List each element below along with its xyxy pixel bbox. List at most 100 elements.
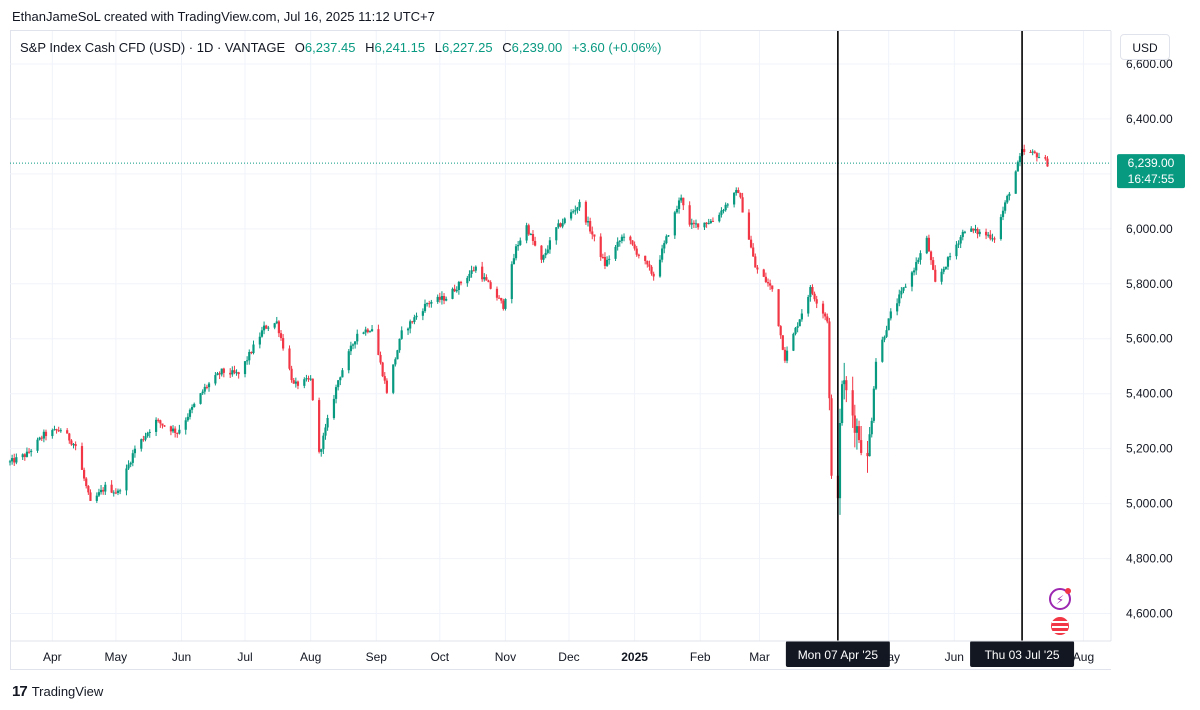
candle-body: [896, 303, 899, 312]
candle-body: [705, 222, 708, 224]
symbol-title[interactable]: S&P Index Cash CFD (USD) · 1D · VANTAGE: [20, 40, 286, 55]
x-tick-label: May: [105, 650, 128, 664]
candle-body: [190, 406, 194, 410]
candle-body: [690, 222, 693, 225]
candle-body: [487, 280, 490, 283]
candle-body: [188, 409, 192, 417]
candle-body: [483, 277, 486, 280]
close-label: C: [502, 40, 512, 55]
candle-body: [593, 234, 596, 237]
candle-body: [57, 430, 60, 432]
flash-event-icon[interactable]: [1049, 588, 1071, 610]
crosshair-date-badge: [785, 641, 890, 667]
candle-body: [231, 370, 234, 375]
candle-body: [362, 332, 365, 334]
candle-body: [421, 311, 424, 316]
candle-body: [305, 378, 308, 380]
candle-body: [349, 345, 352, 352]
candle-body: [682, 197, 685, 206]
candle-body: [347, 351, 350, 371]
candle-body: [569, 212, 573, 219]
candle-body: [529, 234, 532, 236]
candle-body: [426, 303, 429, 305]
candle-body: [296, 381, 300, 386]
candle-body: [754, 256, 757, 268]
candle-body: [442, 296, 446, 301]
candle-body: [796, 326, 799, 328]
candle-body: [1046, 158, 1049, 167]
candle-body: [599, 236, 602, 257]
candle-body: [341, 370, 344, 378]
candle-body: [970, 228, 973, 232]
candle-body: [222, 368, 225, 373]
candle-body: [290, 368, 293, 381]
candle-body: [540, 245, 543, 260]
candle-body: [841, 384, 844, 424]
x-tick-label: 2025: [621, 650, 648, 664]
candle-body: [697, 223, 700, 228]
candle-body: [616, 241, 619, 247]
chart-pane[interactable]: [10, 30, 1111, 670]
candle-body: [709, 220, 712, 224]
candle-body: [961, 231, 964, 238]
candle-body: [633, 244, 636, 249]
high-value: 6,241.15: [374, 40, 426, 55]
candle-body: [178, 429, 181, 434]
candle-body: [614, 246, 617, 259]
candle-body: [502, 300, 505, 309]
lightning-icon: ⚡: [1056, 593, 1064, 607]
candle-body: [584, 201, 588, 223]
candle-body: [1035, 153, 1038, 158]
candle-body: [229, 372, 232, 375]
candle-body: [586, 221, 590, 223]
candle-body: [603, 256, 607, 266]
candle-body: [673, 212, 676, 236]
candle-body: [80, 446, 84, 470]
candle-body: [959, 237, 962, 244]
candle-body: [381, 362, 384, 377]
candle-body: [902, 287, 905, 291]
candle-body: [663, 243, 666, 249]
candle-body: [794, 327, 797, 334]
candle-body: [104, 484, 107, 492]
candle-body: [459, 281, 463, 284]
candle-body: [874, 361, 878, 389]
candle-body: [334, 387, 338, 399]
candle-body: [991, 238, 994, 240]
candle-body: [265, 325, 268, 329]
candle-body: [898, 294, 901, 304]
candle-body: [989, 234, 992, 239]
y-tick-label: 5,400.00: [1126, 387, 1173, 401]
candle-body: [36, 439, 39, 451]
candle-body: [517, 244, 520, 247]
y-tick-label: 6,400.00: [1126, 112, 1173, 126]
crosshair-date-label: Mon 07 Apr '25: [798, 648, 879, 662]
candle-body: [601, 256, 604, 258]
tradingview-logo[interactable]: 17 TradingView: [12, 683, 103, 700]
candle-body: [154, 419, 158, 432]
x-tick-label: Sep: [366, 650, 388, 664]
candle-body: [489, 282, 492, 289]
candle-body: [974, 229, 977, 231]
candle-body: [811, 287, 814, 294]
candle-body: [44, 431, 48, 437]
candle-body: [440, 296, 444, 300]
candle-body: [942, 268, 945, 272]
candle-body: [872, 388, 875, 421]
bar-countdown-label: 16:47:55: [1128, 172, 1175, 186]
currency-button[interactable]: USD: [1120, 34, 1170, 60]
candle-body: [260, 330, 264, 337]
candle-body: [984, 231, 988, 236]
candle-body: [445, 298, 448, 301]
candle-body: [53, 429, 56, 431]
candle-body: [635, 248, 638, 255]
candles: [8, 144, 1049, 515]
candle-body: [904, 286, 907, 288]
candle-body: [972, 228, 975, 231]
candle-body: [887, 318, 890, 331]
axes: 4,600.00 4,800.00 5,000.00 5,200.00 5,400.00…: [10, 31, 1173, 664]
candle-body: [703, 222, 706, 228]
candle-body: [51, 430, 54, 437]
candle-body: [292, 380, 295, 384]
